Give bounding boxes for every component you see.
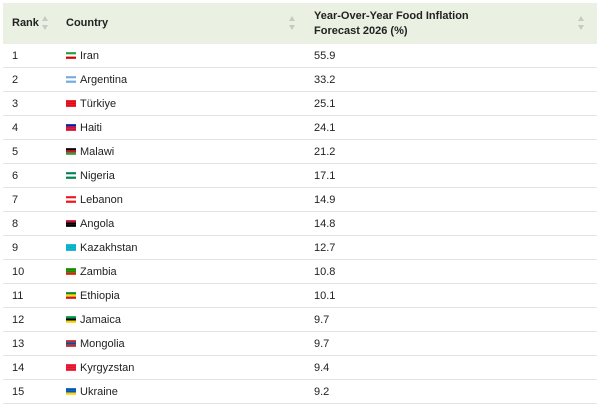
- table-cell: 5: [12, 145, 19, 158]
- flag-icon: [66, 364, 76, 371]
- table-cell: 7: [12, 193, 19, 206]
- table-row: 15 Ukraine 9.2: [3, 380, 597, 404]
- table-row: 8 Angola 14.8: [3, 212, 597, 236]
- table-cell: 1: [12, 49, 19, 62]
- table-cell: 14.8: [314, 217, 336, 230]
- table-cell: 25.1: [314, 97, 336, 110]
- table-cell: 6: [12, 169, 19, 182]
- table-header: Rank Country Year-Over-Year Food Inflati…: [3, 3, 597, 44]
- table-body: 1 Iran 55.9 2 Argentina 33.2 3 Türkiye 25.1 4 Hait…: [3, 44, 597, 404]
- table-cell: Nigeria: [80, 169, 115, 182]
- flag-icon: [66, 196, 76, 203]
- table-cell: 9.4: [314, 361, 330, 374]
- table-cell: Angola: [80, 217, 115, 230]
- table-cell: 4: [12, 121, 19, 134]
- table-cell: Zambia: [80, 265, 117, 278]
- flag-icon: [66, 316, 76, 323]
- table-cell: Haiti: [80, 121, 103, 134]
- table-cell: 9: [12, 241, 19, 254]
- table-cell: 2: [12, 73, 19, 86]
- table-cell: 24.1: [314, 121, 336, 134]
- flag-icon: [66, 340, 76, 347]
- table-cell: 12.7: [314, 241, 336, 254]
- table-row: 10 Zambia 10.8: [3, 260, 597, 284]
- flag-icon: [66, 76, 76, 83]
- sort-icon[interactable]: [577, 15, 585, 31]
- table-cell: Iran: [80, 49, 99, 62]
- table-cell: 55.9: [314, 49, 336, 62]
- table-cell: 9.7: [314, 337, 330, 350]
- flag-icon: [66, 268, 76, 275]
- table-cell: 33.2: [314, 73, 336, 86]
- flag-icon: [66, 292, 76, 299]
- table-cell: Ukraine: [80, 385, 118, 398]
- table-row: 1 Iran 55.9: [3, 44, 597, 68]
- flag-icon: [66, 172, 76, 179]
- table-cell: Malawi: [80, 145, 115, 158]
- flag-icon: [66, 52, 76, 59]
- table-cell: 12: [12, 313, 25, 326]
- header-cell[interactable]: Year-Over-Year Food Inflation Forecast 2…: [314, 9, 469, 37]
- table-cell: 21.2: [314, 145, 336, 158]
- flag-icon: [66, 148, 76, 155]
- table-cell: 14.9: [314, 193, 336, 206]
- table-cell: 15: [12, 385, 25, 398]
- flag-icon: [66, 124, 76, 131]
- flag-icon: [66, 100, 76, 107]
- table-row: 6 Nigeria 17.1: [3, 164, 597, 188]
- table-cell: 10: [12, 265, 25, 278]
- table-row: 9 Kazakhstan 12.7: [3, 236, 597, 260]
- table-cell: 10.8: [314, 265, 336, 278]
- table-cell: 3: [12, 97, 19, 110]
- table-cell: 13: [12, 337, 25, 350]
- table-row: 5 Malawi 21.2: [3, 140, 597, 164]
- table-cell: Jamaica: [80, 313, 121, 326]
- table-cell: 8: [12, 217, 19, 230]
- flag-icon: [66, 220, 76, 227]
- table-row: 12 Jamaica 9.7: [3, 308, 597, 332]
- table-row: 11 Ethiopia 10.1: [3, 284, 597, 308]
- table-cell: Lebanon: [80, 193, 123, 206]
- flag-icon: [66, 244, 76, 251]
- table-cell: 17.1: [314, 169, 336, 182]
- table-cell: Kazakhstan: [80, 241, 138, 254]
- table-cell: 11: [12, 289, 24, 302]
- table-row: 13 Mongolia 9.7: [3, 332, 597, 356]
- table-cell: 9.2: [314, 385, 330, 398]
- table-cell: 9.7: [314, 313, 330, 326]
- table-row: 14 Kyrgyzstan 9.4: [3, 356, 597, 380]
- table-row: 2 Argentina 33.2: [3, 68, 597, 92]
- table-cell: Kyrgyzstan: [80, 361, 135, 374]
- sort-icon[interactable]: [288, 15, 296, 31]
- table-cell: Ethiopia: [80, 289, 120, 302]
- data-table: Rank Country Year-Over-Year Food Inflati…: [3, 3, 597, 404]
- table-row: 7 Lebanon 14.9: [3, 188, 597, 212]
- table-cell: Mongolia: [80, 337, 125, 350]
- flag-icon: [66, 388, 76, 395]
- table-cell: Türkiye: [80, 97, 117, 110]
- table-row: 3 Türkiye 25.1: [3, 92, 597, 116]
- header-cell[interactable]: Country: [66, 17, 109, 29]
- table-row: 4 Haiti 24.1: [3, 116, 597, 140]
- sort-icon[interactable]: [41, 15, 49, 31]
- header-cell[interactable]: Rank: [12, 17, 39, 29]
- table-cell: 14: [12, 361, 25, 374]
- table-cell: 10.1: [314, 289, 336, 302]
- table-cell: Argentina: [80, 73, 128, 86]
